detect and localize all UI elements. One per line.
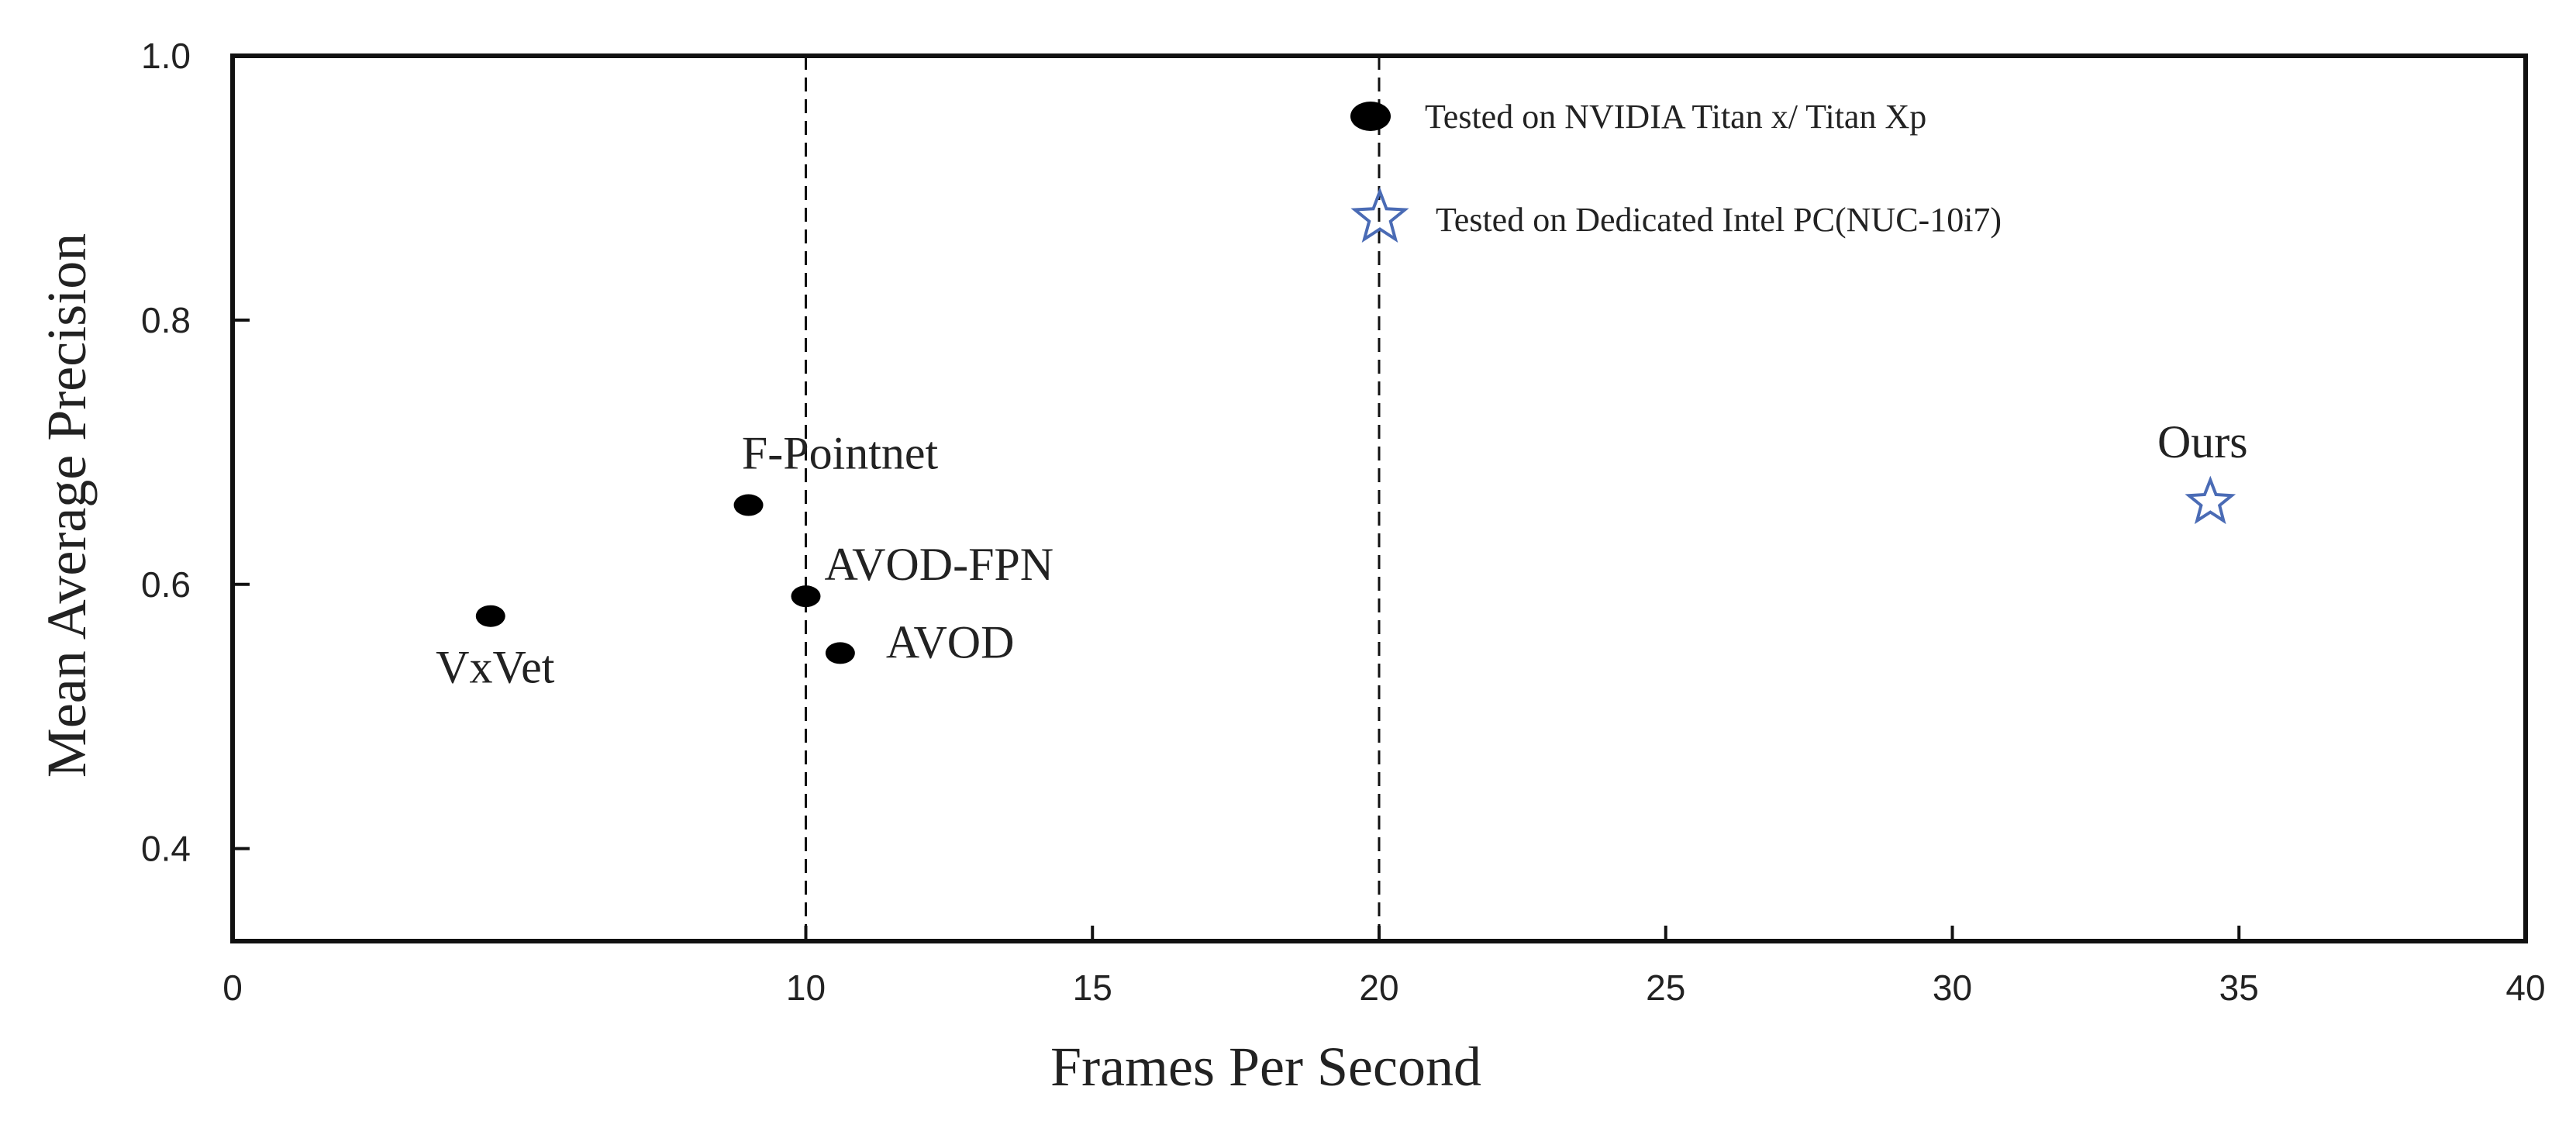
data-point-star — [2185, 475, 2236, 525]
point-label: F-Pointnet — [742, 428, 939, 479]
data-point — [475, 605, 505, 627]
legend-label-intel: Tested on Dedicated Intel PC(NUC-10i7) — [1436, 201, 2002, 239]
point-label: VxVet — [436, 642, 555, 693]
legend-label-nvidia: Tested on NVIDIA Titan x/ Titan Xp — [1425, 98, 1926, 136]
legend-ellipse-marker — [1350, 102, 1391, 131]
point-label: AVOD-FPN — [825, 539, 1054, 590]
y-tick-label: 0.6 — [141, 564, 191, 605]
y-tick-label: 0.4 — [141, 829, 191, 869]
y-axis-ticks: 0.4 0.6 0.8 1.0 — [141, 36, 250, 869]
x-tick-label: 30 — [1933, 968, 1972, 1008]
legend: Tested on NVIDIA Titan x/ Titan Xp Teste… — [1350, 98, 2002, 243]
y-tick-label: 1.0 — [141, 36, 191, 76]
data-point — [733, 494, 764, 516]
x-tick-label: 20 — [1359, 968, 1398, 1008]
x-axis-label: Frames Per Second — [1050, 1036, 1481, 1098]
x-tick-label: 25 — [1646, 968, 1685, 1008]
y-axis-label: Mean Average Precision — [36, 233, 98, 778]
x-tick-label: 35 — [2219, 968, 2259, 1008]
point-label: AVOD — [886, 616, 1015, 667]
x-tick-label: 10 — [786, 968, 826, 1008]
data-point — [791, 585, 821, 608]
data-point — [825, 642, 855, 664]
x-tick-label: 15 — [1073, 968, 1112, 1008]
y-tick-label: 0.8 — [141, 300, 191, 340]
reference-lines — [805, 56, 1381, 941]
x-tick-label: 0 — [222, 968, 243, 1008]
data-points: VxVet F-Pointnet AVOD-FPN AVOD Ours — [436, 416, 2247, 693]
point-label: Ours — [2157, 416, 2248, 467]
x-axis-ticks: 0 10 15 20 25 30 35 40 — [222, 926, 2546, 1008]
legend-star-marker — [1350, 187, 1409, 243]
x-tick-label: 40 — [2505, 968, 2545, 1008]
